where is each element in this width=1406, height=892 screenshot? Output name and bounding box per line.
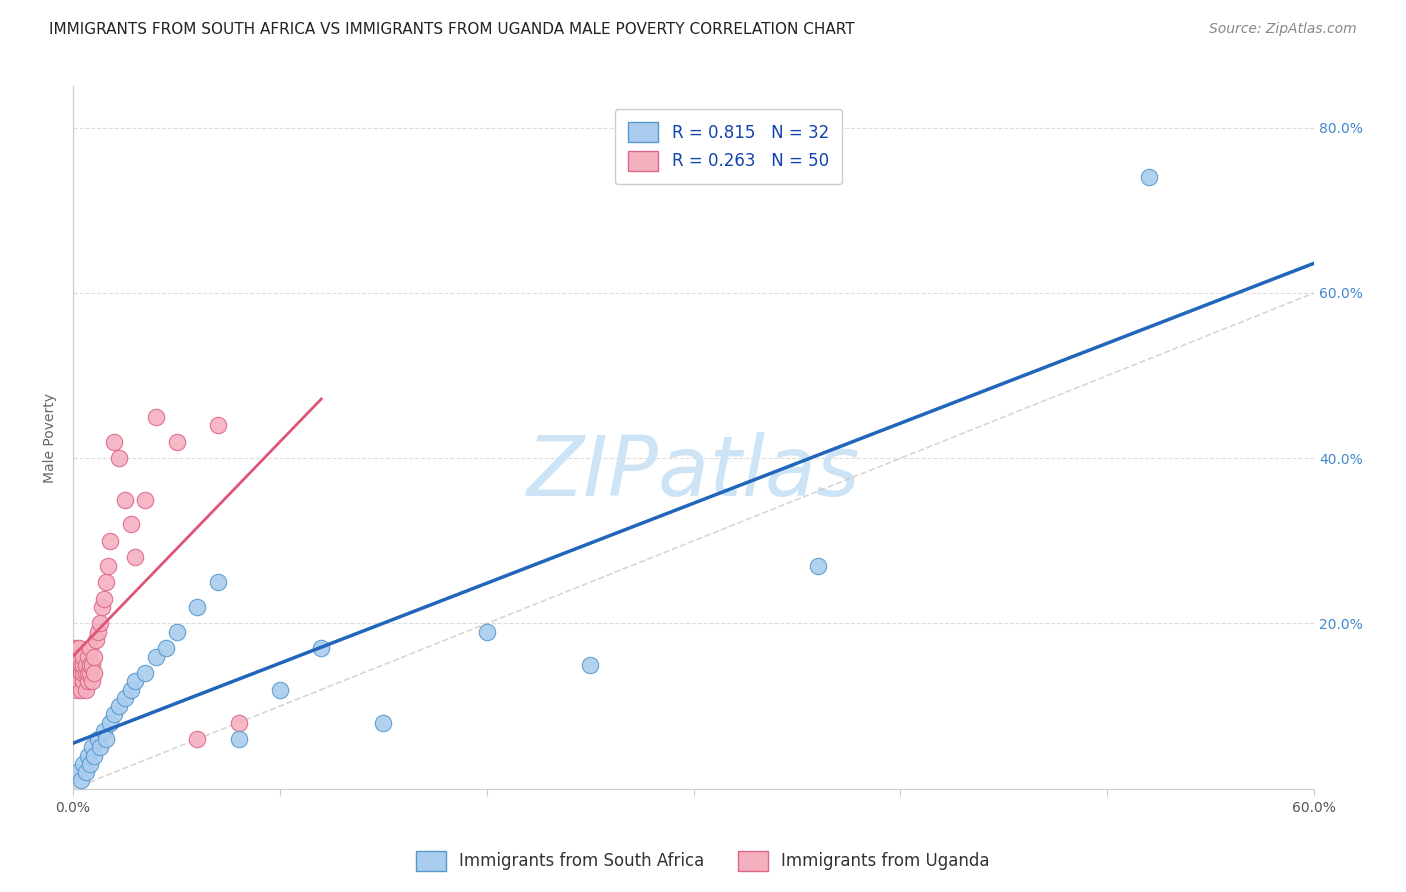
Point — [107, 699, 129, 714]
Point — [70, 773, 93, 788]
Point — [311, 641, 333, 656]
Point — [373, 715, 395, 730]
Point — [145, 409, 167, 424]
Point — [166, 434, 188, 449]
Point — [75, 666, 97, 681]
Point — [1137, 170, 1160, 185]
Point — [96, 732, 118, 747]
Point — [207, 418, 229, 433]
Point — [70, 682, 93, 697]
Point — [79, 666, 101, 681]
Point — [89, 616, 111, 631]
Point — [79, 641, 101, 656]
Point — [107, 451, 129, 466]
Point — [228, 732, 250, 747]
Point — [103, 434, 125, 449]
Text: Source: ZipAtlas.com: Source: ZipAtlas.com — [1209, 22, 1357, 37]
Point — [155, 641, 177, 656]
Point — [98, 533, 121, 548]
Y-axis label: Male Poverty: Male Poverty — [44, 392, 58, 483]
Point — [83, 666, 105, 681]
Point — [89, 740, 111, 755]
Point — [76, 649, 98, 664]
Point — [120, 517, 142, 532]
Point — [66, 657, 89, 672]
Point — [134, 666, 156, 681]
Point — [67, 657, 90, 672]
Point — [124, 550, 146, 565]
Point — [98, 715, 121, 730]
Point — [124, 674, 146, 689]
Point — [72, 674, 94, 689]
Point — [70, 666, 93, 681]
Point — [66, 649, 89, 664]
Point — [63, 666, 86, 681]
Point — [80, 674, 103, 689]
Point — [93, 591, 115, 606]
Point — [75, 682, 97, 697]
Point — [807, 558, 830, 573]
Point — [72, 756, 94, 771]
Point — [91, 599, 114, 614]
Point — [79, 756, 101, 771]
Point — [186, 732, 208, 747]
Point — [76, 666, 98, 681]
Point — [166, 624, 188, 639]
Point — [79, 657, 101, 672]
Point — [87, 624, 110, 639]
Point — [63, 641, 86, 656]
Point — [87, 732, 110, 747]
Point — [70, 657, 93, 672]
Point — [269, 682, 291, 697]
Point — [76, 674, 98, 689]
Point — [75, 657, 97, 672]
Point — [103, 707, 125, 722]
Text: IMMIGRANTS FROM SOUTH AFRICA VS IMMIGRANTS FROM UGANDA MALE POVERTY CORRELATION : IMMIGRANTS FROM SOUTH AFRICA VS IMMIGRAN… — [49, 22, 855, 37]
Point — [75, 765, 97, 780]
Point — [114, 492, 136, 507]
Text: ZIPatlas: ZIPatlas — [527, 433, 860, 513]
Point — [66, 765, 89, 780]
Legend: Immigrants from South Africa, Immigrants from Uganda: Immigrants from South Africa, Immigrants… — [408, 842, 998, 880]
Point — [84, 633, 107, 648]
Point — [97, 558, 120, 573]
Point — [72, 649, 94, 664]
Point — [475, 624, 498, 639]
Point — [72, 666, 94, 681]
Point — [186, 599, 208, 614]
Point — [66, 666, 89, 681]
Point — [83, 748, 105, 763]
Point — [93, 723, 115, 738]
Point — [145, 649, 167, 664]
Point — [76, 748, 98, 763]
Point — [207, 575, 229, 590]
Point — [80, 657, 103, 672]
Legend: R = 0.815   N = 32, R = 0.263   N = 50: R = 0.815 N = 32, R = 0.263 N = 50 — [614, 109, 842, 185]
Point — [67, 649, 90, 664]
Point — [134, 492, 156, 507]
Point — [80, 740, 103, 755]
Point — [114, 690, 136, 705]
Point — [63, 649, 86, 664]
Point — [228, 715, 250, 730]
Point — [67, 674, 90, 689]
Point — [96, 575, 118, 590]
Point — [120, 682, 142, 697]
Point — [72, 657, 94, 672]
Point — [579, 657, 602, 672]
Point — [67, 641, 90, 656]
Point — [83, 649, 105, 664]
Point — [66, 682, 89, 697]
